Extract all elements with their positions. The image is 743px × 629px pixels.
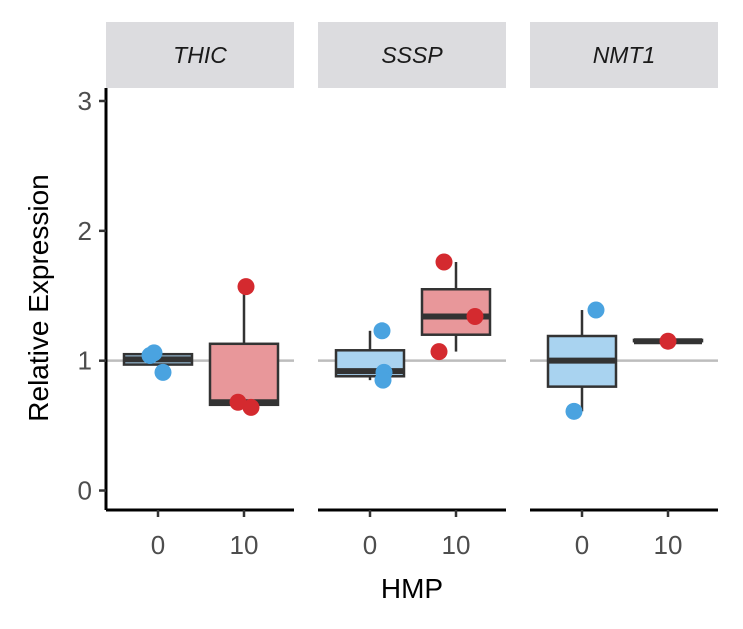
data-point: [565, 402, 583, 420]
facet-strip-label: THIC: [173, 42, 227, 68]
facet-strip-label: SSSP: [381, 42, 443, 68]
data-point: [242, 398, 260, 416]
facet-strip: [318, 22, 506, 88]
data-point: [237, 278, 255, 296]
y-tick-label: 3: [78, 86, 92, 116]
data-point: [154, 363, 172, 381]
y-tick-label: 2: [78, 216, 92, 246]
facet-panel-thic: THIC 0 10: [106, 22, 294, 560]
box-body: [208, 342, 280, 407]
data-point: [229, 393, 247, 411]
x-tick-label: 0: [151, 530, 165, 560]
x-tick-label: 0: [575, 530, 589, 560]
y-axis: 0 1 2 3: [78, 86, 108, 510]
facet-panel-nmt1: NMT1 0 10: [530, 22, 718, 560]
data-point: [659, 332, 677, 350]
facet-panel-sssp: SSSP 0 10: [318, 22, 506, 560]
data-point: [145, 344, 163, 362]
data-point: [430, 343, 448, 361]
data-point: [374, 371, 392, 389]
facet-strip: [106, 22, 294, 88]
x-tick-label: 10: [442, 530, 471, 560]
x-axis-title: HMP: [381, 573, 443, 604]
data-point: [466, 308, 484, 326]
x-tick-label: 10: [654, 530, 683, 560]
data-point: [435, 253, 453, 271]
y-tick-label: 1: [78, 346, 92, 376]
x-tick-label: 0: [363, 530, 377, 560]
data-point: [373, 322, 391, 340]
y-tick-label: 0: [78, 476, 92, 506]
facet-strip: [530, 22, 718, 88]
data-point: [587, 301, 605, 319]
facet-panels: THIC 0 10 SSSP 0 10 NMT1 0 10: [106, 22, 718, 560]
x-tick-label: 10: [230, 530, 259, 560]
facet-strip-label: NMT1: [593, 42, 656, 68]
y-axis-title: Relative Expression: [23, 174, 54, 421]
